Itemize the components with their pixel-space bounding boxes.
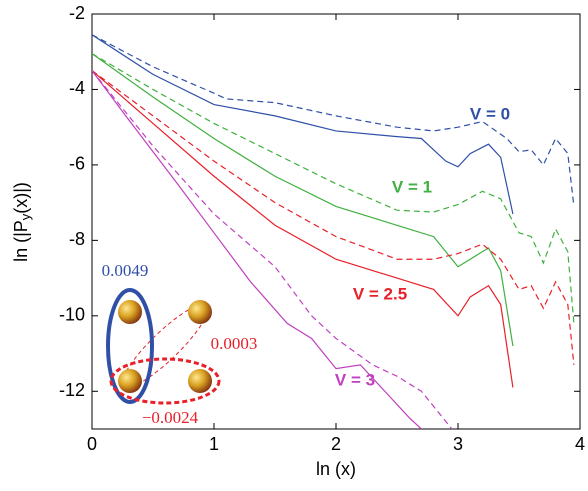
- series-line: [92, 70, 575, 365]
- y-tick-label: -6: [69, 154, 85, 174]
- inset-diagram: [106, 288, 221, 405]
- series-line: [92, 53, 514, 347]
- x-tick-label: 4: [575, 434, 585, 454]
- series-label: V = 1: [392, 177, 432, 196]
- plot-lines: [92, 34, 575, 429]
- series-line: [92, 70, 514, 388]
- particle: [118, 300, 142, 324]
- series-label: V = 2.5: [353, 284, 407, 303]
- x-tick-label: 1: [209, 434, 219, 454]
- particle: [188, 300, 212, 324]
- y-tick-label: -8: [69, 229, 85, 249]
- series-label: V = 0: [470, 104, 510, 123]
- y-tick-label: -2: [69, 3, 85, 23]
- y-tick-label: -4: [69, 78, 85, 98]
- x-tick-label: 2: [331, 434, 341, 454]
- y-axis-label: ln (|Py(x)|): [11, 182, 34, 262]
- series-line: [92, 53, 575, 324]
- series-line: [92, 34, 514, 215]
- x-axis-label: ln (x): [316, 459, 356, 479]
- x-tick-label: 0: [87, 434, 97, 454]
- series-line: [92, 34, 575, 207]
- y-label-sub: y: [18, 213, 33, 220]
- series-line: [92, 70, 422, 429]
- plot-frame: [91, 13, 581, 430]
- coupling-label: 0.0003: [211, 334, 258, 353]
- x-tick-label: 3: [453, 434, 463, 454]
- particle: [118, 369, 142, 393]
- y-label-tail: (x)|): [11, 182, 31, 214]
- coupling-label: 0.0049: [102, 261, 149, 280]
- particle: [188, 369, 212, 393]
- y-tick-label: -10: [59, 305, 85, 325]
- coupling-label: −0.0024: [142, 408, 199, 427]
- y-label-main: ln (|P: [11, 220, 31, 262]
- pair-bond: [106, 288, 154, 404]
- series-line: [92, 70, 453, 429]
- y-tick-label: -12: [59, 380, 85, 400]
- series-label: V = 3: [335, 370, 375, 389]
- pair-bond: [109, 357, 221, 405]
